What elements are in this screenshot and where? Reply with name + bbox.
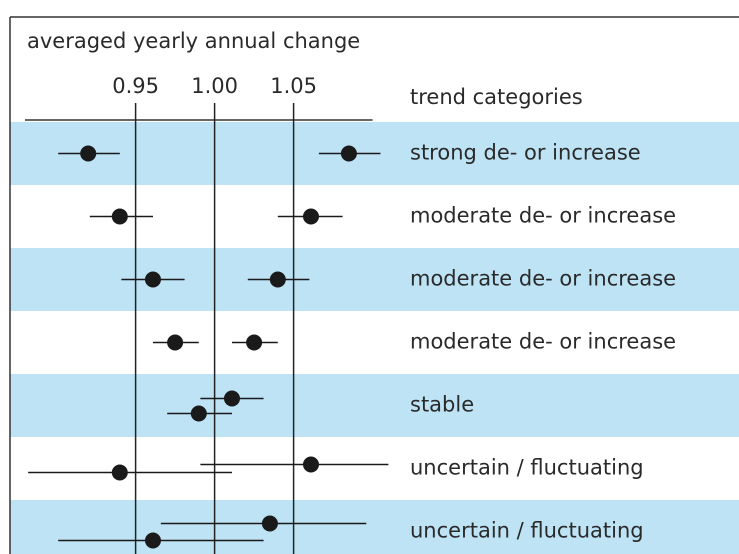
chart-title: averaged yearly annual change [27,29,360,53]
estimate-dot [269,271,286,288]
category-label: moderate de- or increase [410,204,676,228]
estimate-dot [302,208,319,225]
estimate-dot [340,145,357,162]
category-label: uncertain / fluctuating [410,456,644,480]
estimate-dot [190,405,207,422]
category-header: trend categories [410,85,583,109]
x-tick-label: 0.95 [112,74,159,98]
x-tick-label: 1.05 [270,74,317,98]
category-label: strong de- or increase [410,141,641,165]
estimate-dot [111,208,128,225]
category-label: moderate de- or increase [410,267,676,291]
category-label: stable [410,393,474,417]
estimate-dot [111,464,128,481]
estimate-dot [302,456,319,473]
row-band [10,374,739,437]
estimate-dot [223,390,240,407]
estimate-dot [261,515,278,532]
estimate-dot [144,532,161,549]
estimate-dot [80,145,97,162]
category-label: moderate de- or increase [410,330,676,354]
estimate-dot [144,271,161,288]
row-bands [10,122,739,554]
row-band [10,500,739,554]
estimate-dot [246,334,263,351]
estimate-dot [167,334,184,351]
x-tick-label: 1.00 [191,74,238,98]
category-label: uncertain / fluctuating [410,519,644,543]
